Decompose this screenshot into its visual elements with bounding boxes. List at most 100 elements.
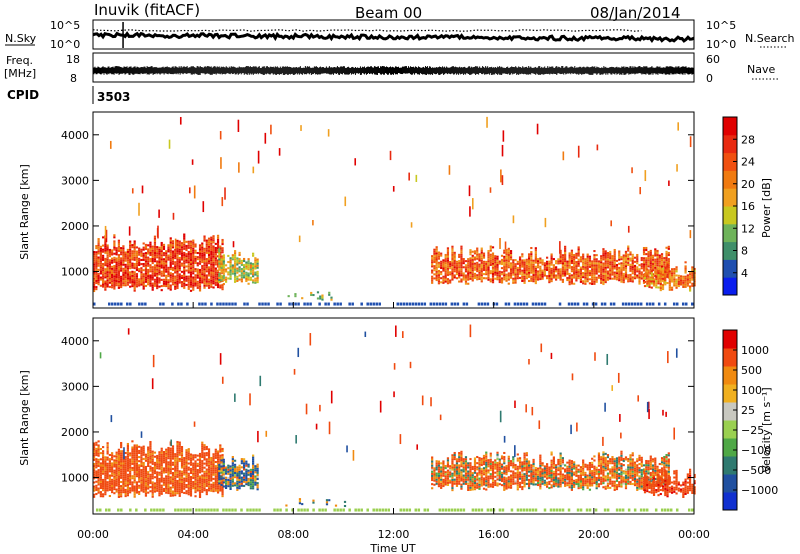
scatter-cell [156,475,159,478]
scatter-cell [174,475,177,478]
scatter-cell [133,246,136,249]
scatter-cell [503,263,506,267]
scatter-cell [198,489,202,492]
scatter-cell [183,276,186,279]
scatter-cell [131,487,134,490]
scatter-cell [115,284,118,287]
scatter-cell [151,483,154,486]
scatter-cell [489,272,492,275]
scatter-cell [117,243,120,246]
scatter-cell [201,488,204,491]
scatter-cell [636,268,639,271]
scatter-cell [169,247,172,250]
speckle-cell [468,185,471,197]
scatter-cell [97,471,100,474]
scatter-cell [613,261,616,264]
scatter-cell [165,458,168,461]
speckle-cell [300,125,302,131]
scatter-cell [536,258,540,261]
scatter-cell [467,262,470,265]
scatter-cell [606,262,610,265]
scatter-cell [532,259,535,262]
scatter-cell [550,257,553,260]
scatter-cell [532,276,535,279]
scatter-cell [207,260,211,263]
scatter-cell [189,244,193,247]
scatter-cell [525,273,528,276]
scatter-cell [525,268,528,272]
speckle-cell [172,212,175,220]
scatter-cell [620,280,623,283]
scatter-cell [485,262,488,265]
scatter-cell [205,251,208,254]
scatter-cell [129,271,132,274]
scatter-cell [99,495,102,498]
scatter-cell [550,261,553,264]
scatter-cell [566,272,569,275]
scatter-cell [158,256,161,259]
scatter-cell [480,249,483,252]
scatter-cell [135,256,139,259]
scatter-cell [491,246,495,249]
scatter-cell [480,280,483,283]
scatter-cell [180,244,184,247]
scatter-cell [187,448,190,451]
scatter-cell [584,276,587,279]
scatter-cell [133,258,136,261]
scatter-cell [525,271,528,274]
scatter-cell [620,276,623,279]
scatter-cell [203,456,206,459]
scatter-cell [135,275,139,278]
scatter-cell [138,263,141,267]
scatter-cell [523,281,526,284]
scatter-cell [555,262,558,265]
speckle-cell [188,187,191,194]
scatter-cell [688,279,692,282]
scatter-cell [240,272,243,275]
scatter-cell [117,493,120,496]
near-range-cell [420,302,424,306]
scatter-cell [552,270,555,273]
near-range-cell [567,302,571,306]
colorbar-segment [723,241,737,260]
scatter-cell [113,287,116,290]
scatter-cell [151,495,154,498]
scatter-cell [435,250,438,253]
scatter-cell [579,256,583,259]
scatter-cell [449,281,452,284]
scatter-cell [106,470,109,473]
scatter-cell [254,265,257,268]
scatter-cell [216,249,220,252]
scatter-cell [174,487,177,491]
scatter-cell [142,468,145,471]
scatter-cell [95,247,98,250]
scatter-cell [156,473,159,476]
scatter-cell [138,478,141,481]
scatter-cell [222,266,225,269]
scatter-cell [117,268,120,271]
scatter-cell [104,478,107,481]
scatter-cell [201,256,204,259]
scatter-cell [622,281,625,284]
scatter-cell [622,254,625,257]
scatter-cell [189,492,193,495]
scatter-cell [117,477,120,480]
scatter-cell [518,262,522,265]
scatter-cell [212,473,215,476]
scatter-cell [140,489,143,492]
scatter-cell [550,263,553,266]
scatter-cell [507,278,510,281]
scatter-cell [156,266,159,269]
scatter-cell [120,470,123,473]
scatter-cell [611,263,614,266]
scatter-cell [192,454,195,457]
scatter-cell [252,275,255,278]
scatter-cell [131,469,134,472]
scatter-cell [667,258,670,261]
scatter-cell [568,281,571,284]
near-range-cell [222,302,225,306]
scatter-cell [487,266,490,269]
scatter-cell [106,275,109,278]
scatter-cell [117,282,120,285]
scatter-cell [564,251,567,254]
